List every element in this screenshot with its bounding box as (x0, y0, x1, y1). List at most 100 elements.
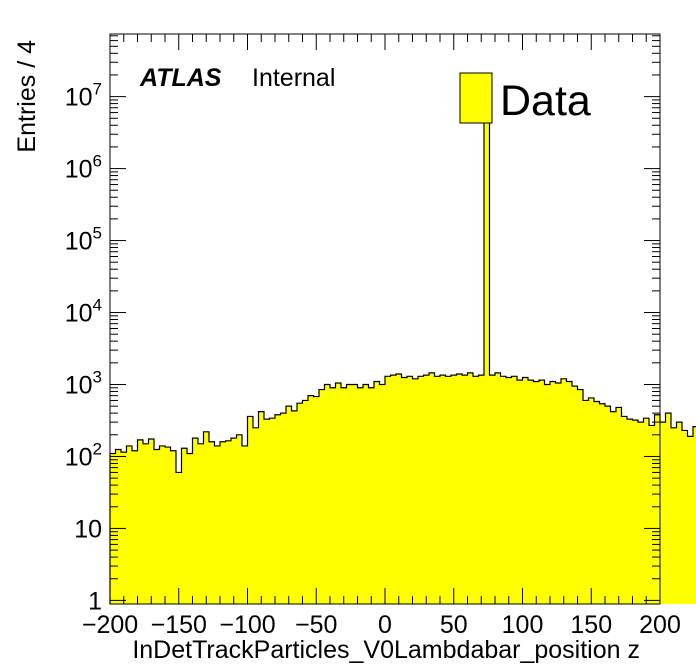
histogram-bar (132, 450, 138, 604)
histogram-bar (154, 449, 160, 604)
histogram-bar (528, 380, 534, 604)
histogram-bar (627, 419, 633, 604)
histogram-bar (533, 381, 540, 604)
histogram-bar (412, 378, 419, 604)
histogram-bar (214, 445, 221, 604)
histogram-bar (379, 384, 386, 604)
histogram-bar (621, 416, 628, 604)
histogram-bar (247, 416, 254, 604)
histogram-bar (126, 445, 133, 604)
histogram-bar (236, 434, 243, 604)
legend-swatch-data (459, 72, 493, 124)
x-tick-label: −200 (82, 611, 138, 639)
histogram-bar (352, 384, 358, 604)
histogram-bar (396, 373, 402, 604)
histogram-bar (159, 445, 166, 604)
histogram-outline (109, 117, 696, 604)
x-tick-label: 50 (440, 611, 468, 639)
histogram-bar (346, 384, 353, 604)
histogram-bar (335, 382, 342, 604)
y-axis-label: Entries / 4 (13, 40, 41, 153)
histogram-bar (115, 449, 122, 604)
y-tick-label: 102 (65, 439, 102, 471)
histogram-bar (148, 438, 155, 604)
histogram-bar (577, 389, 584, 604)
histogram-bar (390, 375, 397, 604)
histogram-bar (363, 384, 369, 604)
histogram-bar (368, 387, 375, 604)
axis-minor-ticks (109, 34, 661, 604)
histogram-bar (297, 403, 303, 604)
histogram-bar (302, 400, 309, 604)
y-tick-labels: 1 10 102 103 104 105 106 107 (65, 80, 102, 616)
histogram-bar (308, 395, 314, 604)
histogram-bar (654, 414, 661, 604)
histogram-bar (187, 453, 193, 604)
histogram-bar (451, 375, 457, 604)
histogram-bar (440, 375, 446, 604)
histogram-bar (225, 440, 232, 604)
x-tick-label: 150 (570, 611, 612, 639)
histogram-bar (170, 450, 177, 604)
histogram-bar (682, 430, 688, 604)
histogram-bar (588, 397, 595, 604)
histogram-bar (484, 118, 490, 604)
x-tick-label: −50 (295, 611, 337, 639)
histogram-bar (544, 384, 551, 604)
histogram-bar (456, 373, 463, 604)
histogram-bar (473, 376, 479, 604)
internal-label: Internal (252, 64, 335, 92)
histogram-bar (385, 376, 391, 604)
histogram-bar (594, 401, 600, 604)
histogram-bar (616, 407, 622, 604)
histogram-bar (638, 422, 644, 604)
histogram-bar (291, 410, 298, 604)
histogram-bar (143, 443, 149, 604)
histogram-bar (599, 403, 606, 604)
histogram-bar (407, 376, 413, 604)
histogram-bar (539, 380, 545, 604)
histogram-bar (671, 427, 677, 604)
histogram-bar (462, 375, 468, 604)
y-tick-label: 1 (88, 587, 102, 615)
histogram-bar (313, 396, 320, 604)
histogram-bar (275, 414, 281, 604)
histogram-bar (566, 381, 573, 604)
histogram-bar (632, 420, 639, 604)
histogram-bar (220, 441, 226, 604)
histogram-bar (253, 427, 259, 604)
histogram-bar (341, 387, 347, 604)
histogram-bar (517, 380, 523, 604)
histogram-bar (561, 378, 567, 604)
histogram-bar (258, 411, 265, 604)
histogram-bar (605, 406, 611, 604)
histogram-bar (660, 422, 666, 604)
histogram-bar (418, 376, 424, 604)
y-tick-label: 106 (65, 152, 102, 184)
x-tick-label: 200 (639, 611, 681, 639)
histogram-bar (555, 382, 562, 604)
histogram-bar (676, 422, 683, 604)
histogram-bars (109, 117, 696, 604)
y-tick-label: 105 (65, 224, 102, 256)
y-tick-label: 107 (65, 80, 102, 112)
histogram-bar (209, 441, 215, 604)
histogram-bar (280, 413, 287, 604)
histogram-bar (643, 418, 650, 604)
histogram-bar (165, 447, 171, 604)
histogram-bar (572, 386, 578, 604)
histogram-bar (687, 436, 694, 604)
x-axis-label: InDetTrackParticles_V0Lambdabar_position… (132, 636, 640, 664)
x-tick-label: 100 (502, 611, 544, 639)
histogram-bar (429, 372, 435, 604)
histogram-bar (181, 448, 188, 604)
histogram-bar (324, 384, 331, 604)
x-tick-label: −100 (219, 611, 275, 639)
histogram-bar (434, 376, 441, 604)
plot-frame (109, 33, 661, 605)
legend: Data (459, 72, 591, 125)
x-tick-labels: −200 −150 −100 −50 0 50 100 150 200 (82, 611, 681, 639)
histogram-bar (192, 438, 199, 604)
histogram-bar (511, 376, 518, 604)
